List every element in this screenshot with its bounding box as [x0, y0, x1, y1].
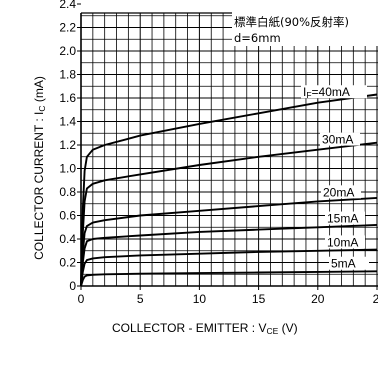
x-tick-label: 15	[252, 292, 266, 306]
x-tick-label: 10	[193, 292, 207, 306]
curve-label-3: 20mA	[323, 185, 354, 199]
y-tick-label: 1.4	[59, 115, 76, 129]
y-tick-label: 0.6	[59, 209, 76, 223]
x-tick-label: 20	[311, 292, 325, 306]
curve-label-4: 30mA	[322, 133, 353, 147]
series-line-0	[81, 271, 377, 286]
curve-label-1: 10mA	[327, 235, 358, 249]
y-tick-label: 2.0	[59, 44, 76, 58]
y-tick-label: 1.2	[59, 138, 76, 152]
y-tick-label: 0.8	[59, 185, 76, 199]
annotation-line-2: d=6mm	[234, 31, 281, 45]
y-tick-labels: 0 0.2 0.4 0.6 0.8 1.0 1.2 1.4 1.6 1.8 2.0 2.2 2.4	[59, 0, 81, 293]
y-tick-label: 1.6	[59, 91, 76, 105]
y-tick-label: 1.0	[59, 162, 76, 176]
curve-label-2: 15mA	[327, 212, 358, 226]
y-tick-label: 0.4	[59, 232, 76, 246]
x-tick-label: 2	[373, 292, 378, 306]
y-tick-label: 0.2	[59, 256, 76, 270]
y-tick-label: 2.4	[59, 0, 76, 11]
annotation: 標準白紙(90%反射率) d=6mm	[232, 12, 378, 46]
x-tick-label: 5	[137, 292, 144, 306]
annotation-line-1: 標準白紙(90%反射率)	[234, 15, 349, 29]
y-tick-label: 1.8	[59, 68, 76, 82]
x-axis-title: COLLECTOR - EMITTER : VCE (V)	[112, 321, 298, 336]
y-tick-label: 2.2	[59, 21, 76, 35]
curve-label-0: 5mA	[331, 257, 356, 271]
x-tick-labels: 0 5 10 15 20 2	[78, 286, 378, 306]
y-tick-label: 0	[69, 279, 76, 293]
y-axis-title: COLLECTOR CURRENT : IC (mA)	[32, 76, 47, 260]
x-tick-label: 0	[78, 292, 85, 306]
